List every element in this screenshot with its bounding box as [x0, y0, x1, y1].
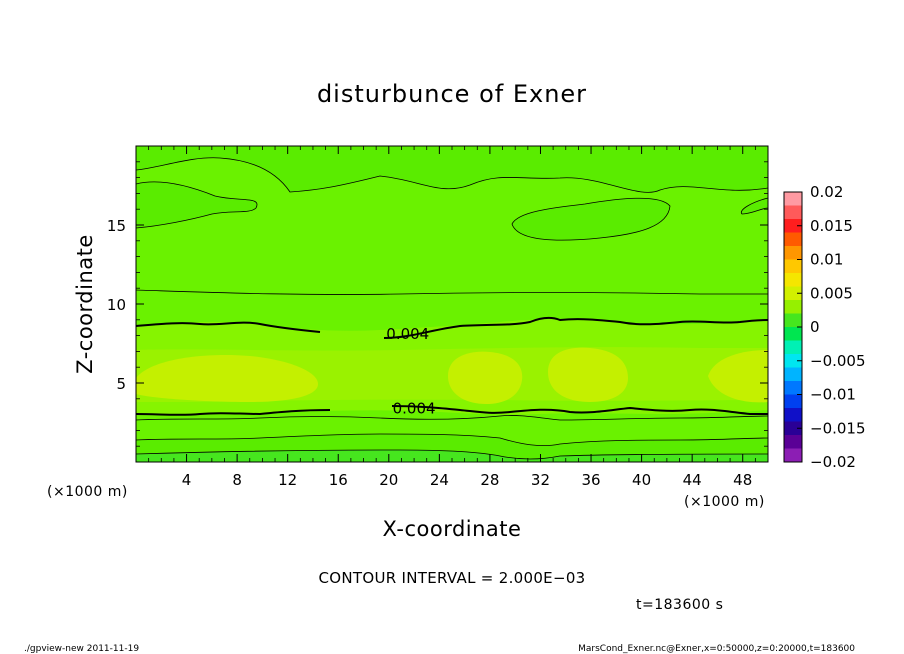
y-axis-title: Z-coordinate [73, 234, 97, 374]
colorbar-swatch [784, 354, 802, 368]
contour-0004-lower-b [391, 405, 768, 415]
contour-low-2 [136, 433, 768, 446]
colorbar-tick-label: 0.01 [810, 251, 843, 269]
contour-labels: 0.004 0.004 [386, 325, 435, 417]
x-axis: 4 8 12 16 20 24 28 32 36 40 44 48 [148, 146, 756, 489]
colorbar-swatch [784, 394, 802, 409]
colorbar-swatch [784, 286, 802, 301]
colorbar-tick-label: 0.005 [810, 284, 853, 302]
colorbar-swatch [784, 408, 802, 422]
plot-area [136, 146, 768, 462]
x-tick-label: 4 [182, 471, 192, 489]
contour-top [136, 157, 768, 193]
colorbar-swatch [784, 205, 802, 220]
colorbar-swatch [784, 300, 802, 314]
contour-low-1 [136, 415, 768, 421]
x-axis-title: X-coordinate [383, 517, 522, 541]
colorbar-swatch [784, 367, 802, 382]
colorbar-swatch [784, 381, 802, 395]
colorbar-swatch [784, 192, 802, 206]
field-region-top [136, 146, 768, 193]
contour-right-edge [740, 197, 768, 215]
colorbar-tick-label: −0.01 [810, 386, 856, 404]
footer-program: ./gpview‐new 2011‐11‐19 [24, 644, 139, 654]
field-blob-3 [548, 347, 628, 402]
colorbar-swatch [784, 273, 802, 287]
colorbar-tick-label: 0 [810, 318, 820, 336]
colorbar-tick-label: 0.015 [810, 217, 853, 235]
labeled-contours [136, 316, 768, 416]
contour-label: 0.004 [393, 399, 436, 417]
colorbar-swatch [784, 313, 802, 328]
footer-source: MarsCond_Exner.nc@Exner,x=0:50000,z=0:20… [578, 644, 855, 654]
contour-interval-note: CONTOUR INTERVAL = 2.000E−03 [318, 569, 585, 587]
field-blob-2 [448, 351, 523, 404]
x-tick-label: 20 [379, 471, 398, 489]
x-unit-right: (×1000 m) [684, 494, 765, 510]
colorbar-swatch [784, 448, 802, 463]
contour-upper-mid [136, 289, 768, 295]
colorbar-tick-label: −0.005 [810, 352, 866, 370]
colorbar-swatch [784, 259, 802, 274]
field-blob-1 [136, 354, 318, 402]
x-tick-label: 48 [733, 471, 752, 489]
contour-left [136, 181, 258, 229]
chart-title: disturbunce of Exner [317, 80, 587, 108]
y-axis: 5 10 15 [107, 161, 768, 447]
contour-0004-upper-a [136, 321, 321, 333]
x-tick-label: 44 [683, 471, 702, 489]
contour-0004-upper-b [383, 316, 768, 339]
y-tick-label: 15 [107, 217, 126, 235]
field-region-right-edge [741, 198, 768, 214]
contour-blob-right [511, 197, 671, 241]
time-label: t=183600 s [636, 597, 723, 613]
x-tick-label: 32 [531, 471, 550, 489]
colorbar-tick-label: 0.02 [810, 183, 843, 201]
colorbar: 0.02 0.015 0.01 0.005 0 −0.005 −0.01 −0.015 −0.0… [783, 183, 866, 471]
field-blob-4 [708, 350, 768, 403]
colorbar-swatch [784, 435, 802, 449]
x-unit-left: (×1000 m) [47, 484, 128, 500]
colorbar-swatch [784, 232, 802, 247]
x-tick-label: 40 [632, 471, 651, 489]
y-tick-label: 5 [116, 375, 126, 393]
colorbar-tick-label: −0.02 [810, 453, 856, 471]
x-tick-label: 28 [480, 471, 499, 489]
x-tick-label: 16 [329, 471, 348, 489]
x-tick-label: 12 [278, 471, 297, 489]
colorbar-swatch [784, 327, 802, 341]
y-tick-label: 10 [107, 296, 126, 314]
colorbar-swatch [784, 340, 802, 355]
x-tick-label: 36 [581, 471, 600, 489]
x-tick-label: 8 [232, 471, 242, 489]
field-region-left [136, 181, 257, 228]
field-band-base [136, 146, 768, 462]
field-band-low-3 [136, 450, 768, 462]
contour-0004-lower-a [136, 409, 331, 416]
x-tick-label: 24 [430, 471, 449, 489]
colorbar-swatch [784, 246, 802, 260]
contour-label: 0.004 [386, 325, 429, 343]
colorbar-swatch [784, 219, 802, 233]
colorbar-tick-label: −0.015 [810, 419, 866, 437]
colorbar-swatch [784, 421, 802, 436]
